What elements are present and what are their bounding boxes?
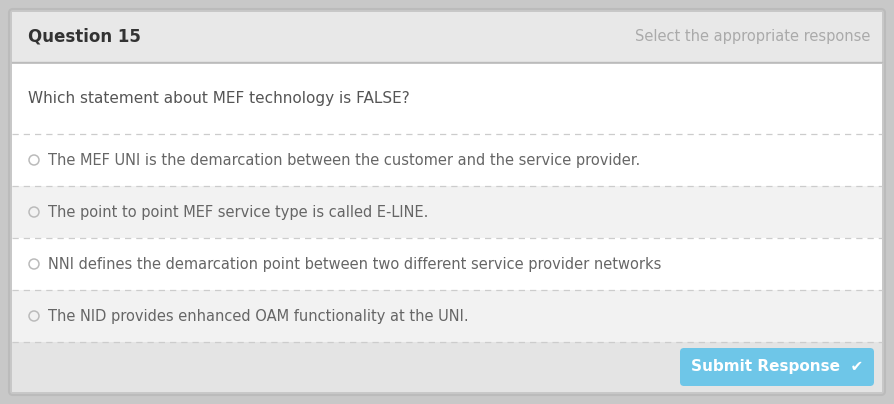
FancyBboxPatch shape xyxy=(12,342,882,392)
Text: The MEF UNI is the demarcation between the customer and the service provider.: The MEF UNI is the demarcation between t… xyxy=(48,152,640,168)
FancyBboxPatch shape xyxy=(12,238,882,290)
Text: The NID provides enhanced OAM functionality at the UNI.: The NID provides enhanced OAM functional… xyxy=(48,309,468,324)
FancyBboxPatch shape xyxy=(12,134,882,186)
Text: Question 15: Question 15 xyxy=(28,28,141,46)
Text: NNI defines the demarcation point between two different service provider network: NNI defines the demarcation point betwee… xyxy=(48,257,662,271)
FancyBboxPatch shape xyxy=(12,64,882,134)
Text: The point to point MEF service type is called E-LINE.: The point to point MEF service type is c… xyxy=(48,204,428,219)
Text: Submit Response  ✔: Submit Response ✔ xyxy=(691,360,863,375)
FancyBboxPatch shape xyxy=(680,348,874,386)
FancyBboxPatch shape xyxy=(9,9,885,395)
Text: Select the appropriate response: Select the appropriate response xyxy=(635,29,870,44)
Text: Which statement about MEF technology is FALSE?: Which statement about MEF technology is … xyxy=(28,91,409,107)
FancyBboxPatch shape xyxy=(12,290,882,342)
FancyBboxPatch shape xyxy=(12,186,882,238)
FancyBboxPatch shape xyxy=(12,12,882,62)
